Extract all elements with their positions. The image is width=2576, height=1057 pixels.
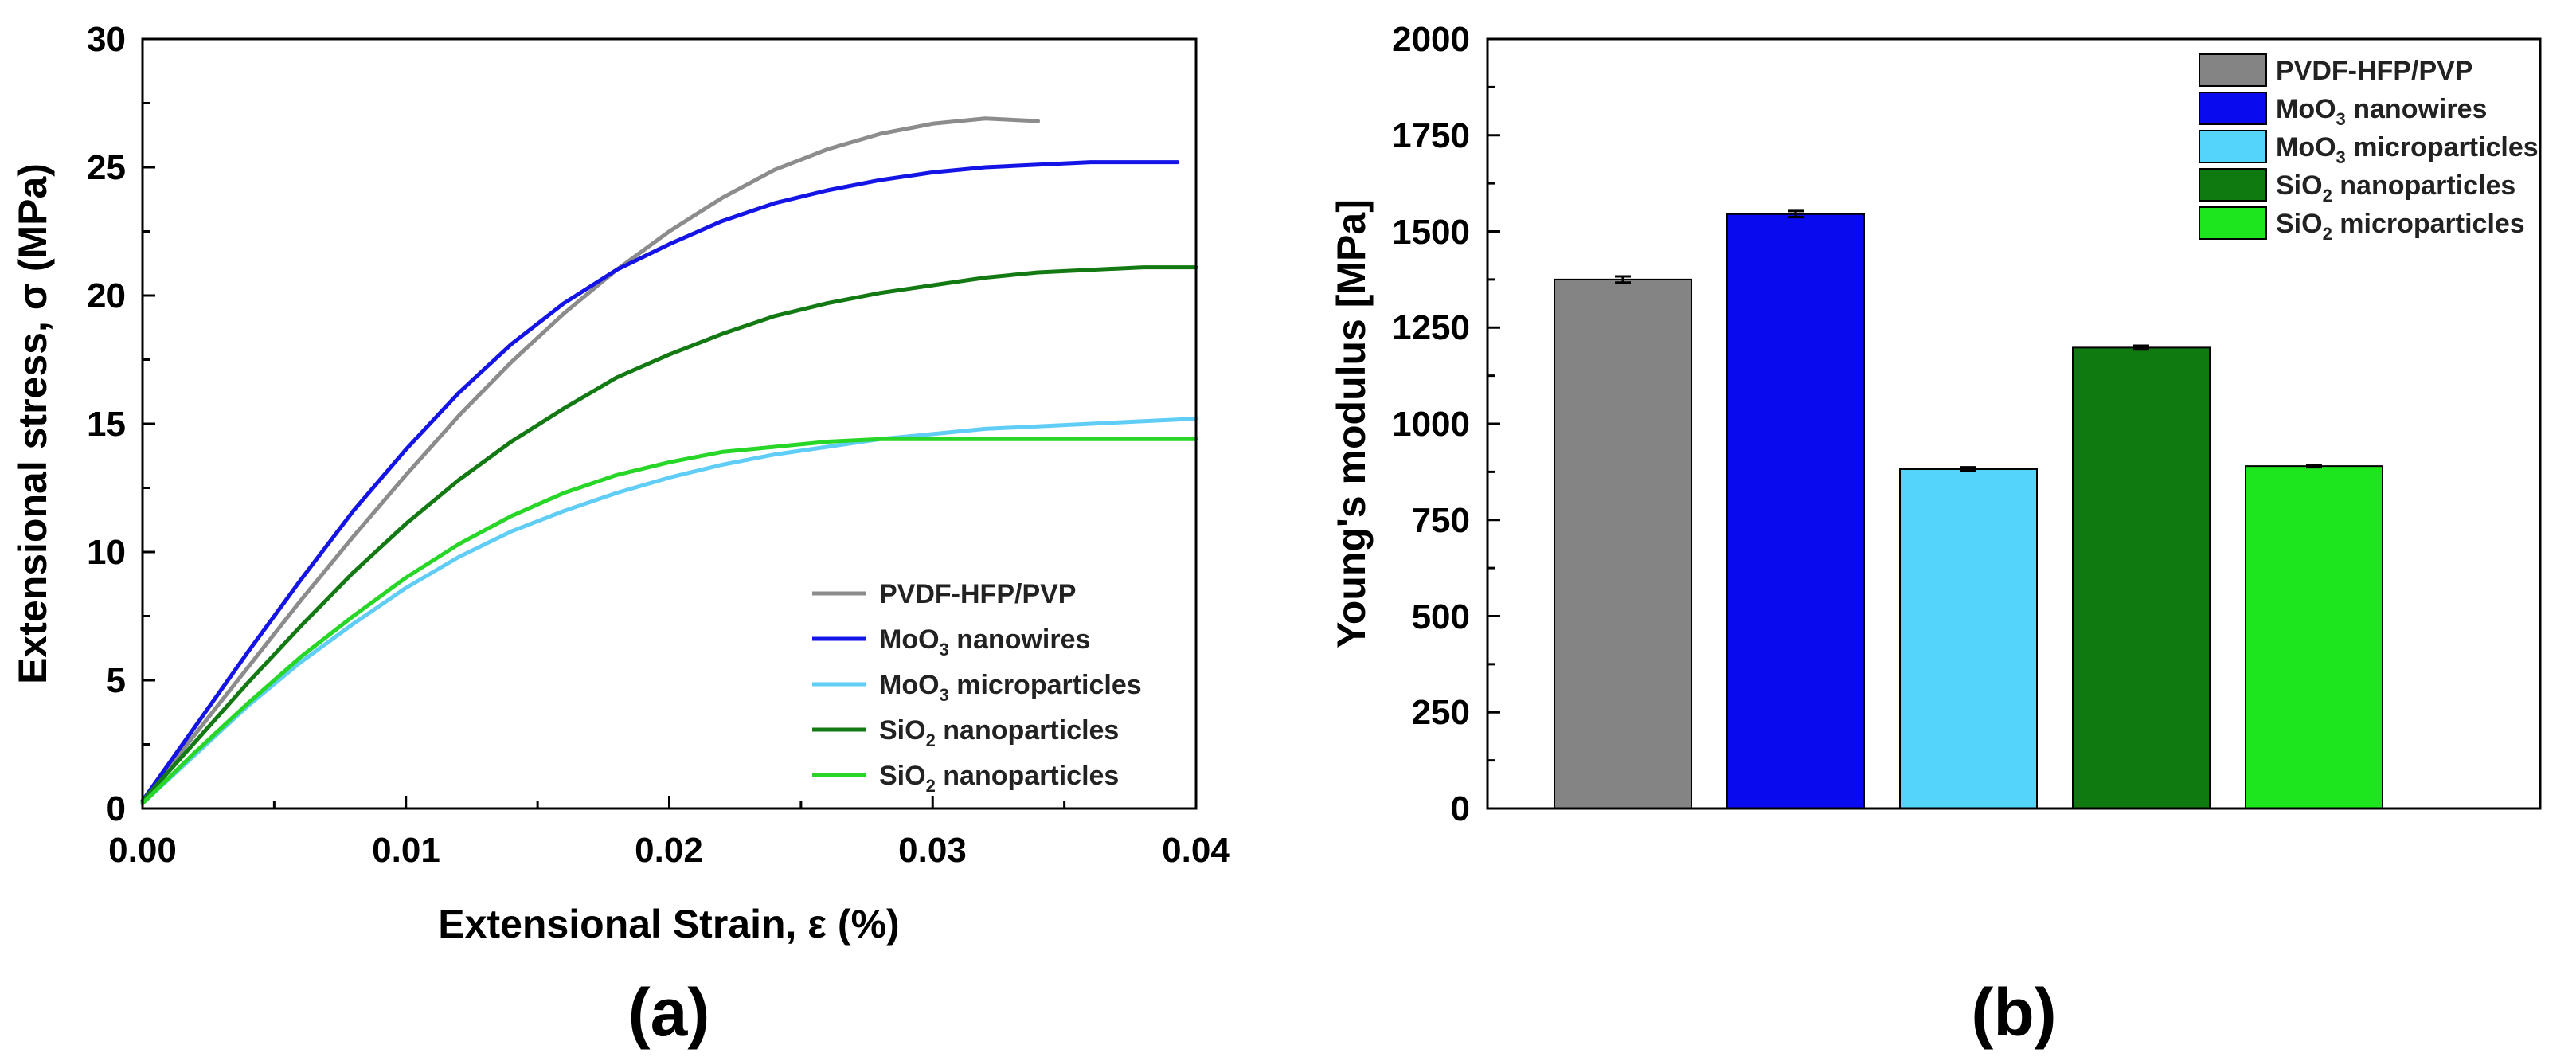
legend-label: PVDF-HFP/PVP bbox=[2276, 56, 2472, 86]
axis-ticks-b bbox=[1487, 37, 1500, 810]
y-tick-label: 30 bbox=[87, 20, 126, 59]
y-tick-label: 750 bbox=[1412, 501, 1470, 540]
legend-a: PVDF-HFP/PVP MoO3 nanowires MoO3 micropa… bbox=[812, 579, 1142, 796]
legend-entry-sio2-nanoparticles: SiO2 nanoparticles bbox=[2199, 168, 2515, 206]
legend-label: SiO2 microparticles bbox=[2276, 209, 2525, 244]
bar-0 bbox=[1554, 278, 1692, 809]
y-tick-label: 2000 bbox=[1392, 20, 1470, 59]
bar-2 bbox=[1899, 468, 2038, 810]
legend-entry-pvdf-hfp-pvp: PVDF-HFP/PVP bbox=[2199, 53, 2472, 87]
legend-label: SiO2 nanoparticles bbox=[879, 761, 1119, 796]
panel-label-b: (b) bbox=[1971, 975, 2056, 1050]
legend-entry-moo3-nanowires: MoO3 nanowires bbox=[812, 624, 1090, 660]
bar-4 bbox=[2245, 465, 2383, 809]
series-line-4 bbox=[140, 437, 1198, 806]
y-tick-label: 500 bbox=[1412, 597, 1470, 636]
legend-label: SiO2 nanoparticles bbox=[2276, 170, 2515, 206]
x-axis-title-a: Extensional Strain, ε (%) bbox=[438, 902, 899, 946]
legend-entry-sio2-nanoparticles-light: SiO2 nanoparticles bbox=[812, 761, 1119, 796]
series-line-0 bbox=[140, 116, 1041, 803]
legend-swatch-box bbox=[2199, 53, 2267, 87]
y-tick-label: 250 bbox=[1412, 693, 1470, 732]
legend-label: MoO3 nanowires bbox=[879, 624, 1090, 660]
bar-1 bbox=[1726, 213, 1865, 809]
y-axis-title-a: Extensional stress, σ (MPa) bbox=[10, 163, 55, 684]
x-tick-label: 0.03 bbox=[898, 831, 967, 870]
x-tick-label: 0.02 bbox=[635, 831, 703, 870]
series-line-3 bbox=[140, 265, 1198, 803]
y-tick-label: 0 bbox=[1451, 789, 1470, 828]
legend-label: SiO2 nanoparticles bbox=[879, 715, 1119, 750]
bar-3 bbox=[2072, 346, 2211, 809]
legend-label: MoO3 microparticles bbox=[2276, 132, 2539, 167]
y-tick-label: 0 bbox=[107, 789, 126, 828]
x-tick-label: 0.00 bbox=[108, 831, 177, 870]
panel-label-a: (a) bbox=[628, 975, 710, 1050]
y-tick-label: 15 bbox=[87, 405, 126, 444]
y-tick-label: 20 bbox=[87, 276, 126, 315]
legend-entry-sio2-microparticles: SiO2 microparticles bbox=[2199, 206, 2525, 244]
legend-entry-pvdf-hfp-pvp: PVDF-HFP/PVP bbox=[812, 579, 1076, 609]
series-line-1 bbox=[140, 160, 1180, 803]
axis-ticks-a bbox=[141, 37, 1198, 810]
legend-label: PVDF-HFP/PVP bbox=[879, 579, 1076, 609]
y-tick-label: 5 bbox=[107, 661, 126, 700]
y-axis-title-b: Young's modulus [MPa] bbox=[1329, 199, 1374, 648]
legend-b: PVDF-HFP/PVP MoO3 nanowires MoO3 micropa… bbox=[2199, 53, 2539, 244]
y-tick-label: 1500 bbox=[1392, 213, 1470, 252]
legend-entry-sio2-nanoparticles-dark: SiO2 nanoparticles bbox=[812, 715, 1119, 750]
legend-swatch-box bbox=[2199, 92, 2267, 125]
legend-entry-moo3-microparticles: MoO3 microparticles bbox=[812, 670, 1142, 705]
legend-swatch-box bbox=[2199, 168, 2267, 202]
legend-entry-moo3-microparticles: MoO3 microparticles bbox=[2199, 130, 2539, 167]
youngs-modulus-bar-group bbox=[1554, 209, 2383, 810]
stress-strain-series-group bbox=[140, 116, 1198, 806]
stress-strain-chart: 0 5 10 15 20 25 30 0.00 0.01 0.02 0.03 0… bbox=[10, 20, 1230, 1050]
y-tick-label: 10 bbox=[87, 533, 126, 572]
legend-label: MoO3 nanowires bbox=[2276, 94, 2487, 129]
series-line-2 bbox=[140, 417, 1198, 806]
legend-swatch-box bbox=[2199, 130, 2267, 163]
y-tick-label: 1750 bbox=[1392, 116, 1470, 155]
legend-label: MoO3 microparticles bbox=[879, 670, 1142, 705]
x-tick-label: 0.04 bbox=[1162, 831, 1230, 870]
legend-swatch-box bbox=[2199, 206, 2267, 240]
legend-entry-moo3-nanowires: MoO3 nanowires bbox=[2199, 92, 2487, 129]
y-tick-label: 25 bbox=[87, 148, 126, 187]
y-tick-label: 1000 bbox=[1392, 405, 1470, 444]
y-tick-label: 1250 bbox=[1392, 308, 1470, 347]
youngs-modulus-chart: 0 250 500 750 1000 1250 1500 1750 2000 Y… bbox=[1329, 20, 2542, 1050]
x-tick-label: 0.01 bbox=[372, 831, 440, 870]
